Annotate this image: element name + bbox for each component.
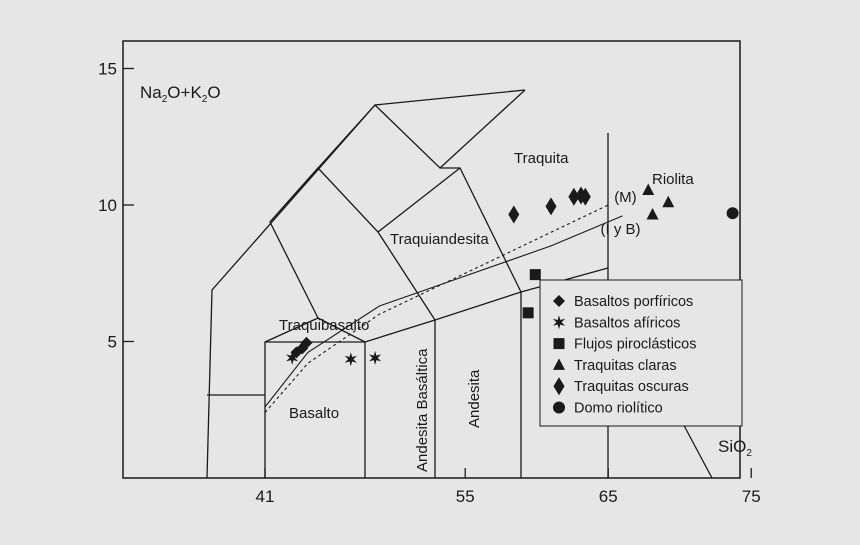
field-label-traquita: Traquita — [514, 150, 569, 167]
point-traquitas-claras-1 — [642, 183, 655, 195]
point-traquitas-oscuras-1 — [508, 205, 520, 224]
trend-line-m — [264, 204, 609, 413]
series-traquitas-oscuras — [508, 186, 591, 224]
data-markers — [286, 183, 739, 367]
point-flujos-piroclasticos-2 — [529, 269, 541, 281]
legend-label-traquitas-claras: Traquitas claras — [574, 358, 677, 374]
field-label-andesita-basaltica: Andesita Basáltica — [414, 348, 431, 472]
plot-frame — [122, 40, 741, 479]
point-traquitas-claras-3 — [662, 195, 675, 208]
y-tick-label-10: 10 — [98, 196, 117, 215]
legend-label-domo-riolitico: Domo riolítico — [574, 401, 663, 417]
legend-marker-flujos-piroclasticos — [553, 338, 565, 350]
point-basaltos-afiricos-3 — [369, 350, 382, 365]
legend: Basaltos porfíricos Basaltos afíricos Fluj… — [539, 279, 743, 427]
trend-lines: (M) (I y B) — [264, 189, 641, 413]
point-domo-riolitico-1 — [726, 207, 739, 220]
x-tick-label-55: 55 — [456, 487, 475, 506]
legend-items: Basaltos porfíricos Basaltos afíricos Fluj… — [552, 294, 697, 417]
axes: 5 10 15 41 55 65 75 Na2O+K2O SiO2 — [98, 60, 761, 507]
legend-marker-basaltos-porfiricos — [553, 295, 565, 307]
point-basaltos-porfiricos-3 — [300, 336, 313, 349]
trend-line-i-y-b — [264, 215, 623, 408]
point-basaltos-afiricos-2 — [344, 352, 357, 367]
field-labels: Traquita Riolita Traquiandesita Traquibasal… — [279, 150, 694, 472]
y-tick-label-15: 15 — [98, 60, 117, 79]
field-label-traquibasalto: Traquibasalto — [279, 317, 369, 334]
boundary-trachyandesite-right — [377, 167, 461, 233]
x-tick-label-75: 75 — [742, 487, 761, 506]
legend-label-traquitas-oscuras: Traquitas oscuras — [574, 379, 689, 395]
point-traquitas-claras-2 — [646, 208, 659, 220]
y-axis-title: Na2O+K2O — [140, 83, 221, 105]
field-label-riolita: Riolita — [652, 171, 694, 188]
x-axis-title: SiO2 — [718, 437, 752, 459]
series-basaltos-porfiricos — [290, 336, 313, 359]
x-tick-label-41: 41 — [256, 487, 275, 506]
point-traquitas-oscuras-5 — [579, 187, 591, 206]
legend-marker-traquitas-oscuras — [553, 377, 565, 396]
field-label-basalto: Basalto — [289, 405, 339, 422]
series-basaltos-afiricos — [286, 350, 382, 367]
series-domo-riolitico — [726, 207, 739, 220]
boundary-upper-diagonal — [439, 89, 526, 169]
point-traquitas-oscuras-3 — [568, 187, 580, 206]
point-flujos-piroclasticos-1 — [522, 307, 534, 319]
y-tick-label-5: 5 — [108, 333, 117, 352]
legend-marker-traquitas-claras — [553, 358, 565, 370]
point-basaltos-afiricos-1 — [286, 350, 299, 365]
series-flujos-piroclasticos — [522, 269, 541, 319]
field-label-traquiandesita: Traquiandesita — [390, 231, 489, 248]
field-label-andesita: Andesita — [466, 369, 483, 428]
boundary-basalt-field — [264, 341, 366, 478]
trend-label-m: (M) — [614, 189, 637, 206]
boundary-outer-left — [206, 89, 526, 479]
legend-label-flujos-piroclasticos: Flujos piroclásticos — [574, 337, 697, 353]
legend-marker-basaltos-afiricos — [552, 315, 566, 330]
legend-label-basaltos-afiricos: Basaltos afíricos — [574, 315, 680, 331]
point-traquitas-oscuras-2 — [545, 197, 557, 216]
legend-box — [539, 279, 743, 427]
series-traquitas-claras — [642, 183, 675, 220]
boundary-rhyolite-lower — [679, 417, 713, 479]
legend-marker-domo-riolitico — [553, 401, 565, 414]
x-tick-label-65: 65 — [599, 487, 618, 506]
trend-label-i-y-b: (I y B) — [601, 221, 641, 238]
boundary-mid-diagonal — [269, 104, 522, 293]
legend-label-basaltos-porfiricos: Basaltos porfíricos — [574, 294, 693, 310]
